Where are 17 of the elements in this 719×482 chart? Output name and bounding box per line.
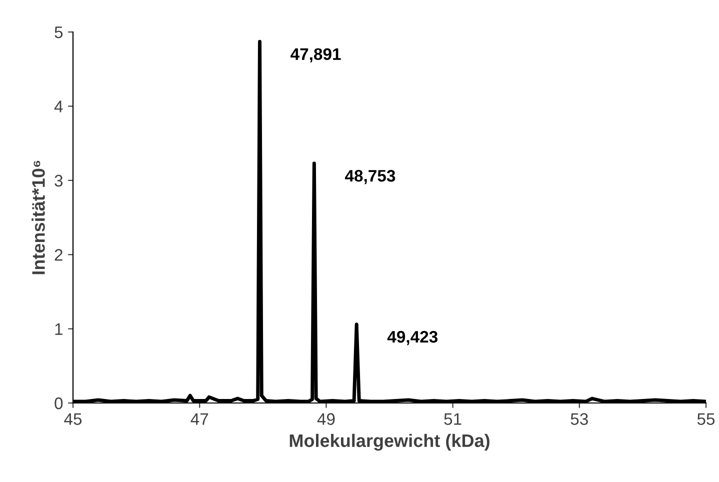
y-tick-label: 2 [54, 249, 62, 261]
x-tick-label: 51 [444, 413, 462, 425]
x-tick-label: 53 [570, 413, 588, 425]
x-tick-label: 47 [190, 413, 208, 425]
y-axis-title: Intensität*10⁶ [32, 160, 45, 274]
annotation: 47,891 [290, 48, 341, 62]
y-tick-label: 5 [54, 26, 63, 38]
annotation: 48,753 [344, 170, 396, 184]
y-tick-label: 1 [55, 323, 62, 335]
x-axis-title: Molekulargewicht (kDa) [290, 434, 490, 451]
x-tick-label: 55 [697, 413, 715, 425]
y-tick-label: 0 [54, 397, 63, 410]
x-tick-label: 49 [317, 413, 335, 425]
y-tick-label: 4 [54, 100, 63, 112]
x-tick-label: 45 [64, 413, 82, 425]
annotation: 49,423 [387, 330, 438, 346]
y-tick-label: 3 [54, 174, 63, 187]
